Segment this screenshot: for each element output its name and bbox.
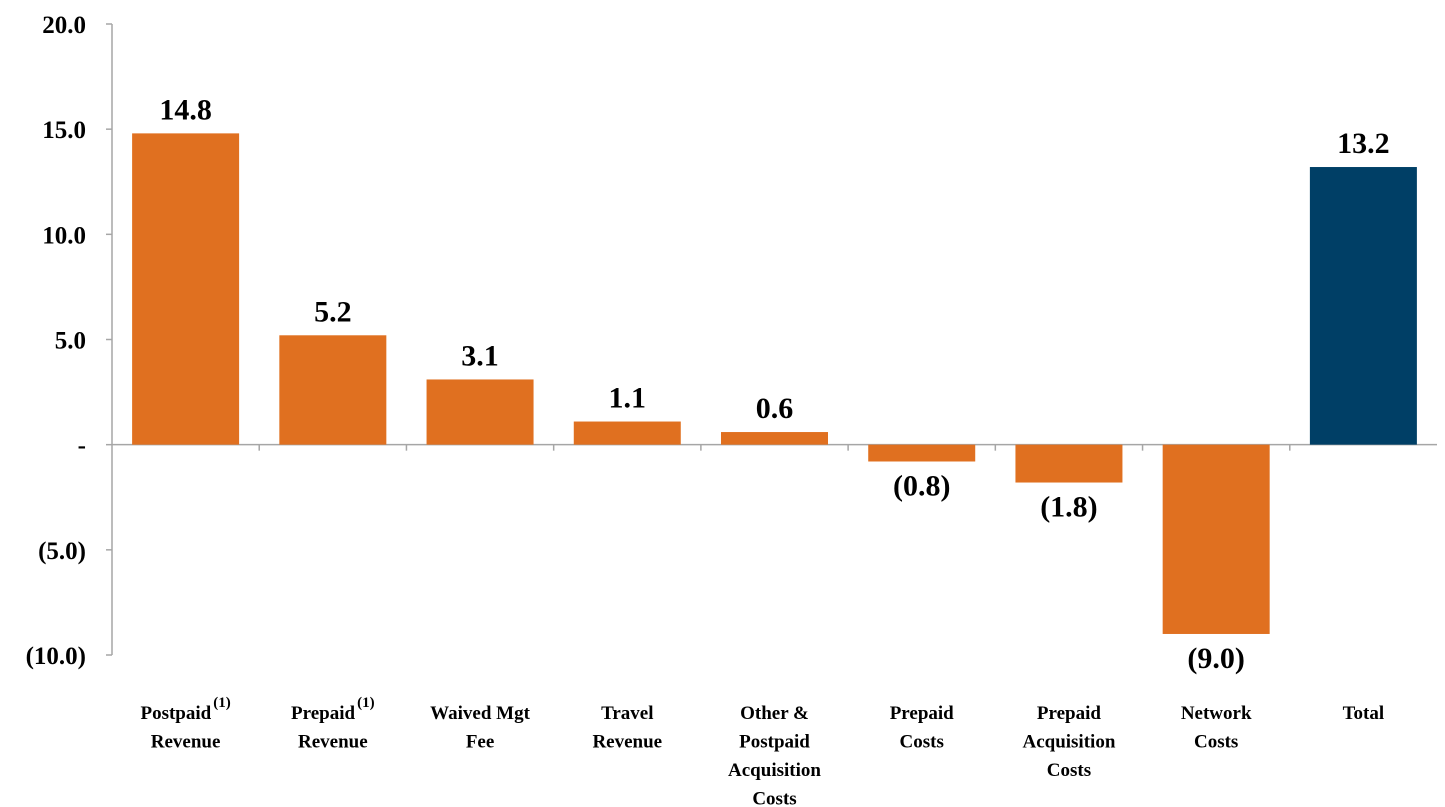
category-label-line: Costs	[1194, 732, 1238, 753]
category-label-8: Total	[1343, 703, 1385, 724]
y-tick-labels: 20.0 15.0 10.0 5.0 - (5.0) (10.0)	[26, 12, 86, 670]
data-labels: 14.8 5.2 3.1 1.1 0.6 (0.8) (1.8) (9.0) 13.2	[159, 93, 1389, 675]
category-label-2: Waived Mgt Fee	[430, 703, 530, 753]
bar-5	[868, 444, 976, 462]
category-label-line: Revenue	[592, 732, 662, 753]
data-label-5: (0.8)	[893, 469, 950, 502]
data-label-0: 14.8	[159, 93, 212, 126]
category-label-line: Revenue	[151, 732, 221, 753]
bars	[132, 133, 1417, 634]
bar-4	[721, 432, 828, 445]
category-label-line: Fee	[466, 732, 494, 753]
data-label-3: 1.1	[609, 382, 647, 415]
category-label-line: Prepaid	[1037, 703, 1101, 724]
footnote-marker: (1)	[357, 695, 375, 711]
data-label-2: 3.1	[461, 339, 499, 372]
category-label-line: Acquisition	[1022, 732, 1115, 753]
category-label-line: Other &	[740, 703, 809, 724]
bar-6	[1015, 444, 1123, 483]
category-label-line: Costs	[900, 732, 944, 753]
category-label-0: Postpaid (1) Revenue	[140, 695, 230, 753]
category-label-line: Prepaid	[890, 703, 954, 724]
y-tick-label: 10.0	[42, 222, 86, 249]
data-label-4: 0.6	[756, 392, 794, 425]
category-label-1: Prepaid (1) Revenue	[291, 695, 375, 753]
category-label-5: Prepaid Costs	[890, 703, 954, 753]
category-label-7: Network Costs	[1181, 703, 1252, 753]
bar-8	[1309, 167, 1417, 445]
y-tick-label: -	[78, 433, 86, 460]
data-label-7: (9.0)	[1187, 642, 1244, 675]
category-label-line: Waived Mgt	[430, 703, 530, 724]
bar-2	[426, 379, 534, 445]
category-label-line: Postpaid	[739, 732, 810, 753]
bar-7	[1162, 444, 1270, 634]
category-label-line: Acquisition	[728, 760, 821, 781]
category-label-line: Total	[1343, 703, 1385, 724]
category-label-line: Network	[1181, 703, 1252, 724]
category-label-line: Travel	[601, 703, 653, 724]
category-label-6: Prepaid Acquisition Costs	[1022, 703, 1115, 781]
category-label-line: Costs	[752, 789, 796, 807]
category-label-line: Costs	[1047, 760, 1091, 781]
data-label-1: 5.2	[314, 295, 352, 328]
y-tick-label: 5.0	[55, 328, 86, 355]
category-label-line: Postpaid (1)	[140, 695, 230, 724]
y-tick-label: (10.0)	[26, 643, 86, 670]
category-label-line: Revenue	[298, 732, 368, 753]
category-label-line: Prepaid (1)	[291, 695, 375, 724]
bar-3	[573, 421, 681, 445]
bar-0	[132, 133, 240, 445]
data-label-6: (1.8)	[1040, 491, 1097, 524]
y-tick-label: 15.0	[42, 117, 86, 144]
data-label-8: 13.2	[1337, 127, 1390, 160]
category-label-4: Other & Postpaid Acquisition Costs	[728, 703, 821, 807]
bar-1	[279, 335, 387, 445]
footnote-marker: (1)	[213, 695, 231, 711]
y-tick-label: (5.0)	[38, 538, 86, 565]
y-tick-label: 20.0	[42, 12, 86, 39]
category-label-3: Travel Revenue	[592, 703, 662, 753]
